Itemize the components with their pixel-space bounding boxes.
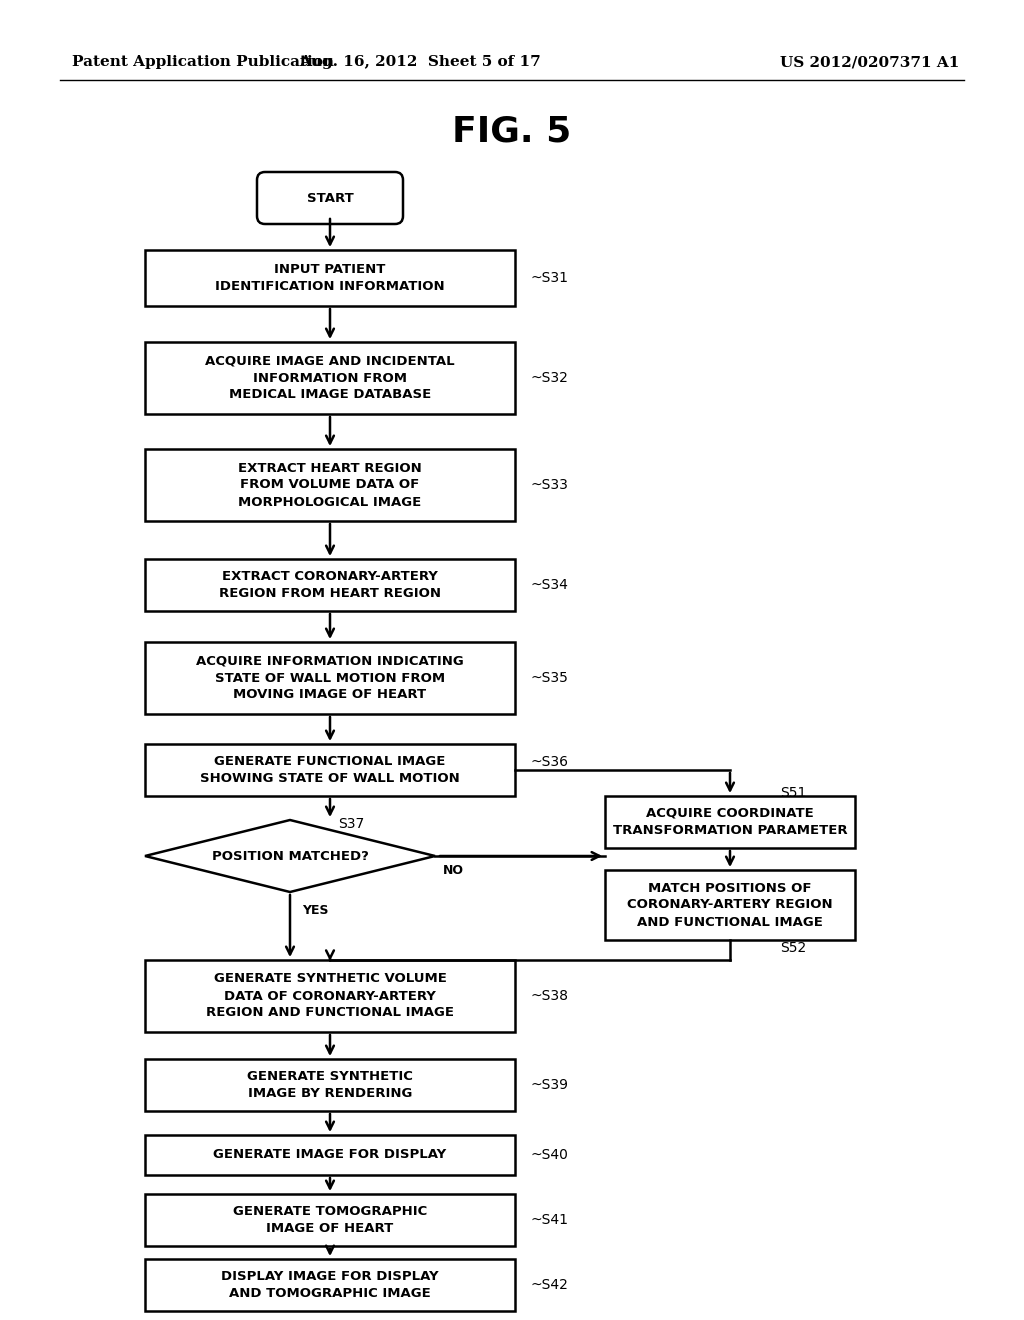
- Text: ACQUIRE INFORMATION INDICATING
STATE OF WALL MOTION FROM
MOVING IMAGE OF HEART: ACQUIRE INFORMATION INDICATING STATE OF …: [197, 655, 464, 701]
- Text: ~S40: ~S40: [530, 1148, 568, 1162]
- FancyBboxPatch shape: [145, 342, 515, 414]
- FancyBboxPatch shape: [605, 796, 855, 847]
- FancyBboxPatch shape: [145, 1135, 515, 1175]
- Text: ~S41: ~S41: [530, 1213, 568, 1228]
- Text: ~S42: ~S42: [530, 1278, 568, 1292]
- FancyBboxPatch shape: [145, 558, 515, 611]
- Text: GENERATE SYNTHETIC VOLUME
DATA OF CORONARY-ARTERY
REGION AND FUNCTIONAL IMAGE: GENERATE SYNTHETIC VOLUME DATA OF CORONA…: [206, 973, 454, 1019]
- Text: GENERATE TOMOGRAPHIC
IMAGE OF HEART: GENERATE TOMOGRAPHIC IMAGE OF HEART: [232, 1205, 427, 1236]
- Text: NO: NO: [443, 865, 464, 876]
- Text: GENERATE IMAGE FOR DISPLAY: GENERATE IMAGE FOR DISPLAY: [213, 1148, 446, 1162]
- FancyBboxPatch shape: [145, 1059, 515, 1111]
- Text: Patent Application Publication: Patent Application Publication: [72, 55, 334, 69]
- Text: EXTRACT HEART REGION
FROM VOLUME DATA OF
MORPHOLOGICAL IMAGE: EXTRACT HEART REGION FROM VOLUME DATA OF…: [239, 462, 422, 508]
- FancyBboxPatch shape: [605, 870, 855, 940]
- Text: ACQUIRE IMAGE AND INCIDENTAL
INFORMATION FROM
MEDICAL IMAGE DATABASE: ACQUIRE IMAGE AND INCIDENTAL INFORMATION…: [205, 355, 455, 401]
- Text: ~S32: ~S32: [530, 371, 568, 385]
- Text: MATCH POSITIONS OF
CORONARY-ARTERY REGION
AND FUNCTIONAL IMAGE: MATCH POSITIONS OF CORONARY-ARTERY REGIO…: [627, 882, 833, 928]
- Text: ~S31: ~S31: [530, 271, 568, 285]
- FancyBboxPatch shape: [145, 249, 515, 306]
- Text: GENERATE FUNCTIONAL IMAGE
SHOWING STATE OF WALL MOTION: GENERATE FUNCTIONAL IMAGE SHOWING STATE …: [200, 755, 460, 785]
- Text: ACQUIRE COORDINATE
TRANSFORMATION PARAMETER: ACQUIRE COORDINATE TRANSFORMATION PARAME…: [612, 807, 847, 837]
- Text: S51: S51: [780, 785, 806, 800]
- Polygon shape: [145, 820, 435, 892]
- Text: POSITION MATCHED?: POSITION MATCHED?: [212, 850, 369, 862]
- Text: ~S36: ~S36: [530, 755, 568, 770]
- Text: EXTRACT CORONARY-ARTERY
REGION FROM HEART REGION: EXTRACT CORONARY-ARTERY REGION FROM HEAR…: [219, 570, 441, 601]
- Text: ~S33: ~S33: [530, 478, 568, 492]
- Text: ~S38: ~S38: [530, 989, 568, 1003]
- Text: Aug. 16, 2012  Sheet 5 of 17: Aug. 16, 2012 Sheet 5 of 17: [299, 55, 541, 69]
- FancyBboxPatch shape: [257, 172, 403, 224]
- FancyBboxPatch shape: [145, 1259, 515, 1311]
- Text: ~S34: ~S34: [530, 578, 568, 591]
- Text: YES: YES: [302, 904, 329, 917]
- FancyBboxPatch shape: [145, 744, 515, 796]
- Text: S52: S52: [780, 941, 806, 954]
- Text: US 2012/0207371 A1: US 2012/0207371 A1: [780, 55, 959, 69]
- Text: DISPLAY IMAGE FOR DISPLAY
AND TOMOGRAPHIC IMAGE: DISPLAY IMAGE FOR DISPLAY AND TOMOGRAPHI…: [221, 1270, 439, 1300]
- Text: S37: S37: [338, 817, 365, 832]
- Text: START: START: [306, 191, 353, 205]
- Text: FIG. 5: FIG. 5: [453, 115, 571, 149]
- Text: GENERATE SYNTHETIC
IMAGE BY RENDERING: GENERATE SYNTHETIC IMAGE BY RENDERING: [247, 1071, 413, 1100]
- FancyBboxPatch shape: [145, 449, 515, 521]
- FancyBboxPatch shape: [145, 1195, 515, 1246]
- Text: ~S35: ~S35: [530, 671, 568, 685]
- Text: INPUT PATIENT
IDENTIFICATION INFORMATION: INPUT PATIENT IDENTIFICATION INFORMATION: [215, 263, 444, 293]
- FancyBboxPatch shape: [145, 642, 515, 714]
- Text: ~S39: ~S39: [530, 1078, 568, 1092]
- FancyBboxPatch shape: [145, 960, 515, 1032]
